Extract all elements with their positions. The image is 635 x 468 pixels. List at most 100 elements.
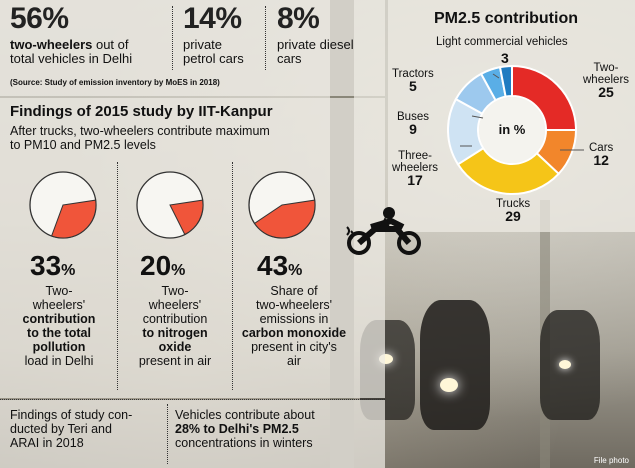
source-note: (Source: Study of emission inventory by …	[10, 78, 220, 87]
share-desc-3-r2: air	[287, 354, 301, 368]
share-number-1: 33	[30, 250, 62, 281]
trucks-label: Trucks 29	[496, 198, 530, 224]
stat-petrol-value: 14%	[183, 2, 242, 35]
tractors-num: 5	[408, 78, 417, 94]
share-desc-3-l3: emissions in	[259, 312, 329, 326]
share-desc-1-r1: load in Delhi	[24, 354, 94, 368]
leader-line	[471, 115, 484, 119]
pm25-line1: Vehicles contribute about	[175, 408, 315, 422]
share-desc-1-b3: pollution	[32, 340, 86, 354]
share-wedge	[253, 199, 316, 239]
share-number-2: 20	[140, 250, 172, 281]
three-a: Three-	[398, 150, 432, 162]
divider	[167, 404, 168, 464]
buses-num: 9	[409, 121, 417, 137]
share-circle-3	[248, 171, 316, 239]
trucks-num: 29	[505, 208, 521, 224]
share-unit-1: %	[61, 262, 76, 279]
share-desc-2: Two- wheelers' contribution to nitrogen …	[120, 284, 230, 368]
motorbike-icon	[346, 207, 421, 255]
two-wheelers-label: Two-wheelers 25	[583, 62, 629, 100]
teri-line1: Findings of study con-	[10, 408, 133, 422]
stat-two-wheelers-bold: two-wheelers	[10, 37, 93, 52]
share-desc-2-b1: to nitrogen	[142, 326, 208, 340]
lcv-label: Light commercial vehicles	[436, 36, 568, 48]
cars-num: 12	[593, 152, 609, 168]
donut-slice-two-wheelers	[511, 64, 578, 131]
share-wedge	[169, 199, 204, 236]
photo-credit: File photo	[593, 456, 629, 465]
stat-two-wheelers-desc: two-wheelers out of total vehicles in De…	[10, 38, 132, 66]
share-desc-3-l1: Share of	[270, 284, 318, 298]
share-desc-2-l2: wheelers'	[148, 298, 202, 312]
share-value-3: 43%	[257, 250, 302, 282]
buses-label: Buses 9	[397, 111, 429, 137]
divider	[0, 399, 385, 400]
share-number-3: 43	[257, 250, 289, 281]
donut-slice-light-commercial-vehicles	[498, 64, 513, 98]
stat-two-wheelers-line2: total vehicles in Delhi	[10, 51, 133, 66]
divider	[265, 6, 266, 70]
stat-petrol-line2: petrol cars	[183, 51, 244, 66]
leader-line	[492, 73, 500, 79]
donut-hole	[479, 97, 545, 163]
teri-line3: ARAI in 2018	[10, 436, 84, 450]
buses-text: Buses	[397, 111, 429, 123]
pm25-donut-chart: in %	[447, 64, 584, 195]
study-subtitle-line1: After trucks, two-wheelers contribute ma…	[10, 124, 270, 138]
share-circle-2	[136, 171, 204, 239]
share-desc-3-r1: present in city's	[251, 340, 337, 354]
donut-slice-trucks	[456, 146, 561, 195]
stat-petrol-line1: private	[183, 37, 223, 52]
stat-diesel-line2: cars	[277, 51, 302, 66]
stat-two-wheelers-value: 56%	[10, 2, 69, 35]
tractors-label: Tractors 5	[392, 68, 434, 94]
share-desc-2-r1: present in air	[138, 354, 212, 368]
headlight	[440, 378, 458, 392]
headlight-3	[559, 360, 571, 369]
share-desc-2-l1: Two-	[161, 284, 189, 298]
share-unit-3: %	[288, 262, 303, 279]
share-unit-2: %	[171, 262, 186, 279]
three-wheelers-label: Three-wheelers 17	[392, 150, 438, 188]
share-desc-1-b2: to the total	[27, 326, 91, 340]
two-num: 25	[598, 84, 614, 100]
top-stats-panel	[0, 0, 385, 96]
stat-diesel-line1: private diesel	[277, 37, 354, 52]
share-circle-1	[29, 171, 97, 239]
pm25-line3: concentrations in winters	[175, 436, 313, 450]
stat-diesel-desc: private diesel cars	[277, 38, 354, 66]
rider-silhouette	[420, 300, 490, 430]
donut-center-label: in %	[499, 122, 526, 137]
study-subtitle: After trucks, two-wheelers contribute ma…	[10, 124, 270, 152]
chart-title: PM2.5 contribution	[434, 10, 578, 27]
stat-petrol-desc: private petrol cars	[183, 38, 244, 66]
share-desc-3-l2: two-wheelers'	[255, 298, 333, 312]
trucks-text: Trucks	[496, 198, 531, 210]
share-desc-2-l3: contribution	[142, 312, 208, 326]
two-a: Two-	[593, 62, 619, 74]
teri-finding: Findings of study con- ducted by Teri an…	[10, 408, 132, 450]
study-subtitle-line2: to PM10 and PM2.5 levels	[10, 138, 156, 152]
share-desc-1-b1: contribution	[22, 312, 96, 326]
three-num: 17	[407, 172, 423, 188]
headlight-2	[379, 354, 393, 364]
share-desc-3-b1: carbon monoxide	[241, 326, 347, 340]
lcv-value: 3	[501, 50, 509, 66]
two-b: wheelers	[583, 74, 630, 86]
cars-text: Cars	[589, 142, 614, 154]
share-value-1: 33%	[30, 250, 75, 282]
share-desc-1-l1: Two-	[45, 284, 73, 298]
share-desc-2-b2: oxide	[158, 340, 192, 354]
study-title: Findings of 2015 study by IIT-Kanpur	[10, 103, 273, 120]
stat-two-wheelers-rest: out of	[92, 37, 129, 52]
pm25-finding: Vehicles contribute about 28% to Delhi's…	[175, 408, 315, 450]
share-value-2: 20%	[140, 250, 185, 282]
three-b: wheelers	[392, 162, 439, 174]
cars-label: Cars 12	[589, 142, 613, 168]
teri-line2: ducted by Teri and	[10, 422, 112, 436]
divider	[232, 162, 233, 390]
share-wedge	[50, 199, 97, 239]
divider	[117, 162, 118, 390]
study-panel	[0, 98, 385, 398]
